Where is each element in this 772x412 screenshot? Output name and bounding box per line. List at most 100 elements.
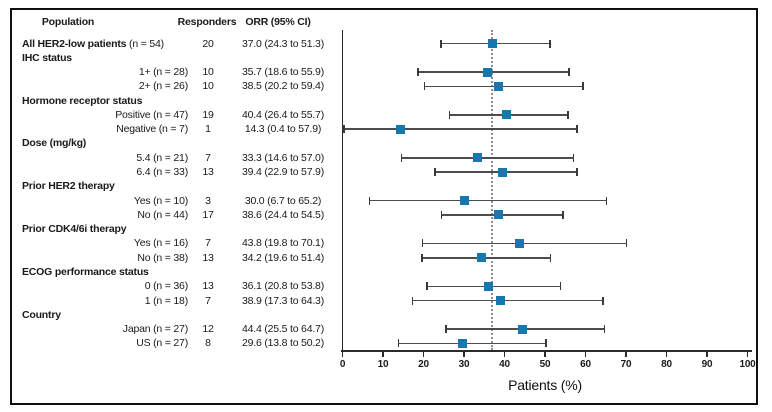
orr-marker (476, 253, 486, 263)
ci-line (424, 85, 584, 88)
x-tick-label: 40 (499, 359, 510, 370)
orr-marker (472, 153, 482, 163)
orr-marker (484, 281, 494, 291)
orr-marker (515, 238, 525, 248)
x-tick (544, 351, 546, 357)
responders-value: 10 (202, 66, 214, 79)
population-label: 1 (n = 18) (144, 294, 188, 307)
x-tick (706, 351, 708, 357)
group-label: ECOG performance status (22, 266, 149, 279)
responders-value: 17 (202, 208, 214, 221)
x-tick-label: 30 (458, 359, 470, 370)
x-tick (422, 351, 425, 357)
ci-cap-right (545, 339, 547, 348)
group-label: Hormone receptor status (22, 94, 143, 107)
ci-line (422, 242, 627, 245)
population-label: 2+ (n = 26) (138, 80, 188, 93)
ci-line (426, 285, 561, 288)
responders-value: 7 (205, 294, 211, 307)
orr-marker (487, 39, 497, 48)
x-tick-label: 70 (620, 359, 632, 370)
population-label: All HER2-low patients (n = 54) (22, 37, 222, 51)
population-label: No (n = 38) (137, 251, 188, 264)
orr-value: 37.0 (24.3 to 51.3) (241, 37, 324, 50)
column-header-orr: ORR (95% CI) (245, 16, 311, 28)
population-label-bold: All HER2-low patients (22, 37, 127, 50)
ci-cap-right (549, 253, 552, 262)
x-axis-line (341, 350, 752, 352)
group-label: Country (22, 308, 61, 321)
ci-cap-left (448, 110, 451, 119)
x-tick (382, 351, 384, 357)
ci-cap-right (568, 68, 570, 77)
responders-value: 10 (202, 80, 214, 93)
responders-value: 20 (202, 37, 214, 50)
ci-cap-right (572, 153, 575, 162)
responders-value: 13 (202, 166, 214, 179)
ci-line (412, 299, 603, 302)
x-tick-label: 90 (701, 359, 713, 370)
ci-cap-right (603, 325, 606, 334)
x-tick-label: 60 (580, 359, 591, 370)
ci-line (398, 342, 546, 345)
population-label: Negative (n = 7) (116, 123, 188, 136)
orr-value: 38.5 (20.2 to 59.4) (241, 80, 324, 93)
population-label: Japan (n = 27) (122, 323, 188, 336)
group-label: IHC status (22, 51, 72, 64)
ci-cap-left (421, 239, 424, 248)
ci-line (369, 199, 607, 202)
orr-marker (459, 196, 469, 206)
ci-cap-right (582, 82, 584, 91)
ci-cap-left (434, 168, 437, 177)
orr-value: 33.3 (14.6 to 57.0) (241, 151, 324, 164)
x-axis-title: Patients (%) (508, 377, 582, 393)
responders-value: 7 (205, 151, 211, 164)
group-label: Prior CDK4/6i therapy (22, 223, 127, 236)
responders-value: 1 (205, 123, 211, 136)
ci-cap-left (425, 282, 428, 291)
reference-line (491, 30, 494, 350)
ci-line (401, 156, 574, 159)
ci-line (417, 71, 569, 73)
orr-value: 34.2 (19.6 to 51.4) (241, 251, 324, 264)
population-label: Positive (n = 47) (115, 108, 188, 121)
ci-cap-right (559, 282, 562, 291)
ci-line (344, 128, 577, 130)
ci-cap-right (549, 39, 552, 48)
ci-cap-right (567, 110, 569, 119)
orr-value: 35.7 (18.6 to 55.9) (241, 66, 324, 79)
group-label: Dose (mg/kg) (22, 137, 87, 150)
population-label: 0 (n = 36) (144, 280, 188, 293)
orr-value: 14.3 (0.4 to 57.9) (244, 123, 322, 136)
orr-marker (395, 124, 405, 134)
population-label: Yes (n = 10) (133, 194, 188, 207)
orr-value: 38.9 (17.3 to 64.3) (241, 294, 324, 307)
x-tick (341, 351, 344, 357)
ci-cap-left (411, 296, 414, 305)
population-label: 1+ (n = 28) (138, 66, 188, 79)
population-label: Yes (n = 16) (133, 237, 188, 250)
ci-cap-left (397, 339, 400, 348)
responders-value: 13 (202, 251, 214, 264)
ci-cap-left (400, 153, 403, 162)
ci-cap-right (625, 239, 628, 248)
orr-marker (517, 324, 527, 334)
population-label: No (n = 44) (137, 208, 188, 221)
x-tick (746, 351, 749, 357)
x-tick (463, 351, 465, 357)
orr-value: 44.4 (25.5 to 64.7) (241, 323, 324, 336)
ci-line (421, 256, 551, 259)
figure-border (10, 8, 758, 405)
ci-cap-left (343, 125, 345, 134)
group-label: Prior HER2 therapy (22, 180, 115, 193)
responders-value: 12 (202, 323, 214, 336)
ci-cap-right (576, 125, 578, 134)
orr-marker (494, 210, 504, 220)
x-tick (665, 351, 668, 357)
x-tick-label: 80 (661, 359, 672, 370)
x-tick-label: 0 (339, 359, 346, 370)
y-axis-line (341, 30, 344, 352)
orr-value: 39.4 (22.9 to 57.9) (241, 166, 324, 179)
x-tick-label: 100 (739, 359, 756, 370)
orr-marker (493, 81, 503, 91)
